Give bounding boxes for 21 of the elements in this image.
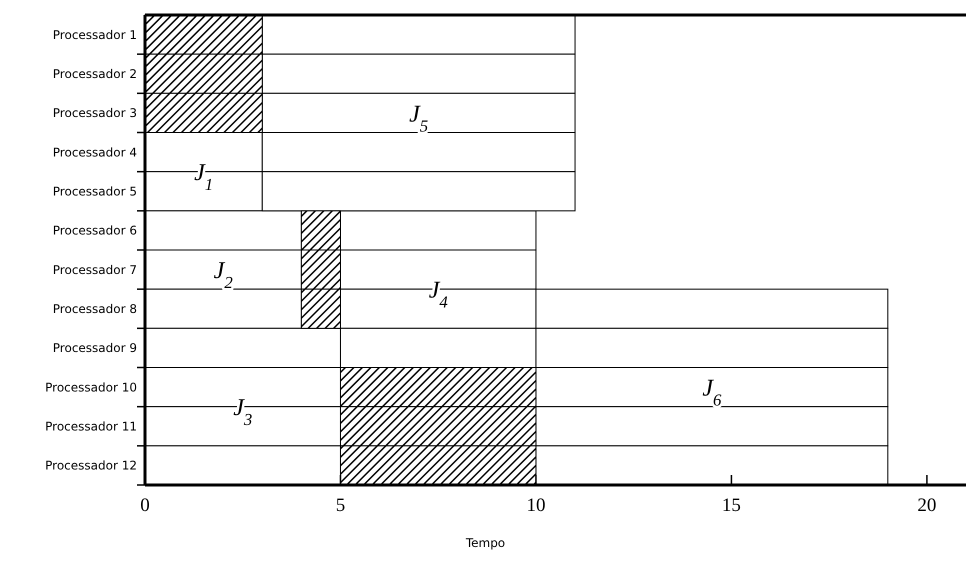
y-tick-label: Processador 12 — [45, 458, 137, 473]
x-tick-label: 10 — [526, 495, 546, 516]
y-tick-label: Processador 4 — [52, 145, 137, 160]
y-tick-label: Processador 9 — [52, 341, 137, 356]
x-tick-label: 5 — [336, 495, 346, 516]
y-tick-label: Processador 7 — [52, 262, 137, 277]
y-tick-label: Processador 2 — [52, 66, 137, 81]
x-tick-label: 15 — [722, 495, 741, 516]
series-label: J$_{5}$ — [409, 101, 428, 135]
y-tick-label: Processador 11 — [45, 419, 137, 434]
x-axis-title: Tempo — [464, 536, 506, 550]
x-tick-label: 20 — [917, 495, 936, 516]
x-tick-label: 0 — [140, 495, 150, 516]
y-tick-label: Processador 6 — [52, 224, 137, 238]
y-tick-label: Processador 5 — [52, 184, 137, 198]
y-tick-label: Processador 1 — [52, 28, 137, 42]
y-tick-label: Processador 3 — [52, 106, 137, 120]
y-tick-label: Processador 10 — [45, 380, 137, 394]
series-label: J$_{6}$ — [702, 375, 722, 409]
series-label: J$_{2}$ — [214, 258, 234, 292]
y-tick-label: Processador 8 — [52, 302, 137, 316]
